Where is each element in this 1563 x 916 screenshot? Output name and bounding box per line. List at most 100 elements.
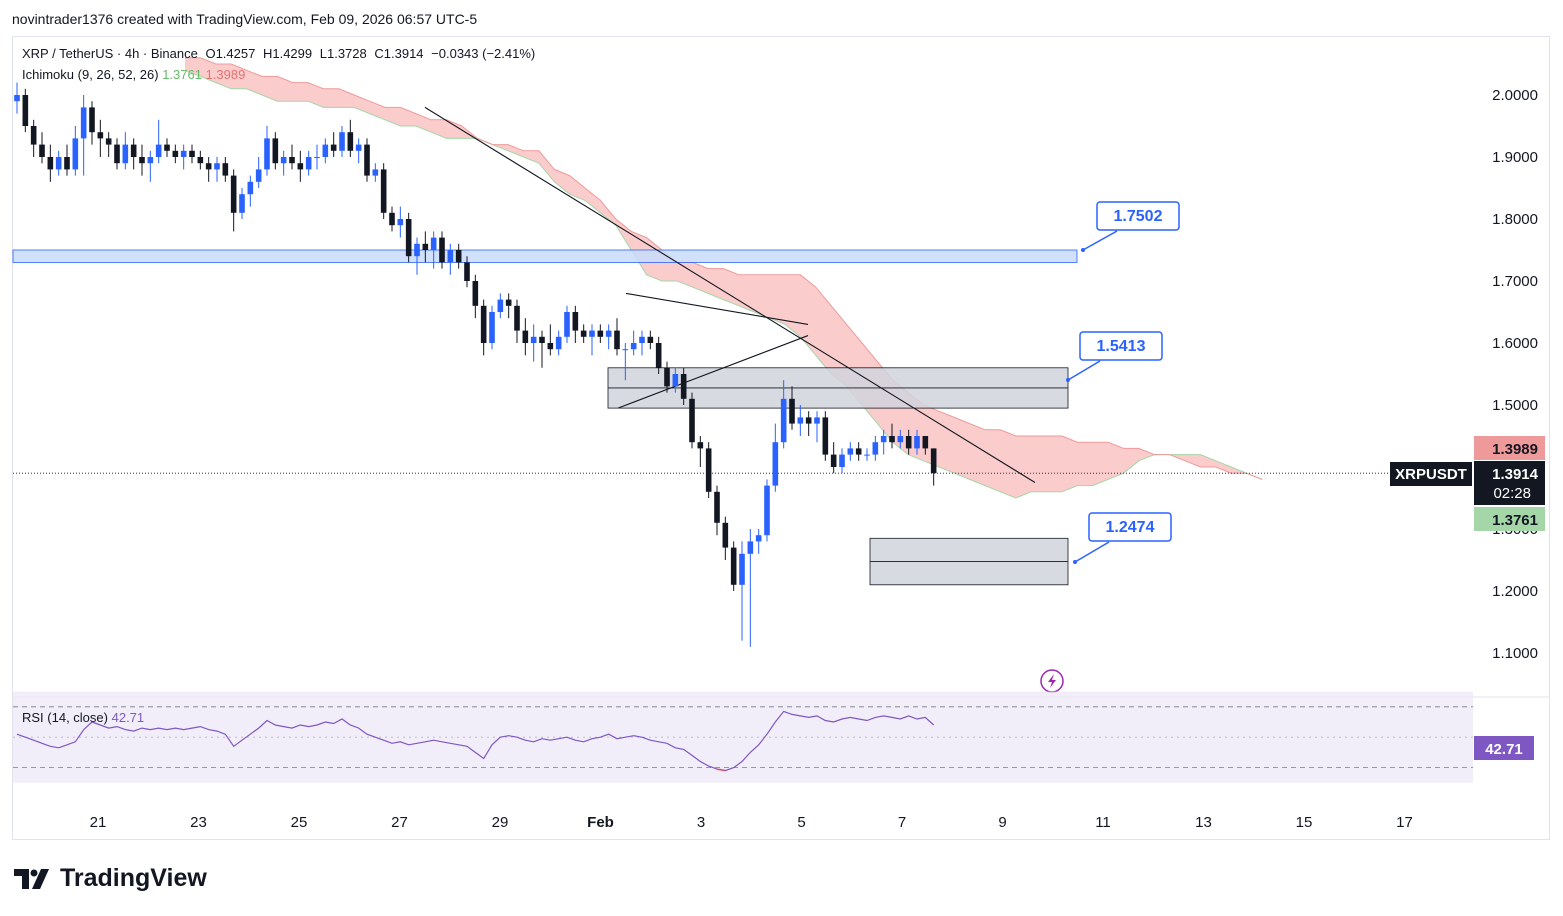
candle-body: [455, 250, 462, 263]
rsi-value-label: [1474, 736, 1534, 760]
ichimoku-span-a-line: [184, 69, 1263, 499]
candle-body: [739, 553, 745, 585]
countdown-text: 02:28: [1493, 485, 1531, 502]
candle-body: [539, 336, 545, 343]
y-tick-label: 1.2000: [1492, 583, 1538, 600]
callout-label: 1.2474: [1106, 519, 1155, 536]
trendlines: [13, 106, 1474, 483]
candle-body: [672, 374, 679, 387]
time-axis: 21 23 25 27 29 Feb 3 5 7 9 11 13 15 17: [90, 814, 1413, 831]
rsi-legend[interactable]: RSI (14, close) 42.71: [22, 710, 144, 725]
candle-body: [205, 163, 212, 170]
price-labels: 1.3989 XRPUSDT 1.3914 02:28 1.3761 42.71: [1390, 436, 1545, 760]
candle-body: [797, 417, 804, 424]
candle-body: [780, 398, 787, 443]
candle-body: [605, 330, 612, 337]
candle-body: [305, 157, 312, 170]
tradingview-logo-icon: [14, 868, 49, 889]
candle-body: [239, 194, 245, 213]
candle-body: [805, 417, 812, 424]
callout-box: [1088, 512, 1172, 542]
candle-body: [922, 436, 929, 449]
candle-body: [747, 541, 754, 554]
candle-body: [905, 436, 912, 449]
symbol-tag-text: XRPUSDT: [1395, 466, 1467, 483]
candle-body: [897, 436, 904, 443]
candle-body: [847, 448, 854, 455]
callout-dot: [1081, 248, 1085, 252]
candle-body: [447, 250, 454, 263]
callout-box: [1096, 201, 1180, 231]
candle-body: [147, 157, 154, 164]
symbol-legend[interactable]: XRP / TetherUS · 4h · Binance O1.4257 H1…: [22, 46, 539, 61]
close-value: C1.3914: [374, 46, 424, 61]
x-tick-label: 11: [1095, 814, 1111, 831]
candle-body: [22, 95, 29, 126]
candle-body: [697, 442, 704, 449]
candle-body: [655, 343, 662, 368]
y-tick-label: 1.9000: [1492, 149, 1538, 166]
ichimoku-span-b-line: [185, 57, 1263, 480]
y-tick-label: 1.5000: [1492, 397, 1538, 414]
candle-body: [47, 157, 54, 170]
ichimoku-label[interactable]: Ichimoku (9, 26, 52, 26): [22, 67, 159, 82]
candle-body: [289, 157, 295, 164]
candle-body: [114, 144, 120, 164]
symbol-tag: [1390, 462, 1472, 486]
candle-body: [872, 442, 879, 455]
lightning-icon-glyph: [1048, 674, 1056, 688]
current-price-label: [1474, 461, 1545, 505]
candle-body: [372, 169, 379, 176]
low-value: L1.3728: [319, 46, 367, 61]
callout-dot: [1073, 560, 1077, 564]
candle-body: [322, 144, 329, 157]
callout-pointer: [1082, 230, 1118, 251]
candle-body: [247, 181, 254, 195]
rsi-background: [13, 691, 1473, 783]
tradingview-logo[interactable]: TradingView: [14, 864, 207, 893]
candle-body: [72, 138, 79, 170]
ichimoku-cloud-fill: [185, 57, 1262, 499]
y-tick-label: 1.6000: [1492, 335, 1538, 352]
candle-body: [889, 436, 895, 443]
ichimoku-cloud: [184, 57, 1263, 499]
x-tick-label: 7: [898, 814, 906, 831]
trendline-triangle-bottom: [617, 335, 809, 409]
x-tick-label: 27: [391, 814, 408, 831]
candle-body: [839, 454, 845, 467]
candle-body: [555, 336, 562, 350]
change-value: −0.0343 (−2.41%): [431, 46, 536, 61]
rsi-pane: [12, 691, 1550, 783]
ichimoku-span-b-label: [1474, 436, 1545, 460]
candle-body: [255, 169, 262, 182]
candle-body: [139, 157, 145, 164]
candle-body: [830, 454, 837, 467]
y-tick-label: 1.8000: [1492, 211, 1538, 228]
rsi-value-label-text: 42.71: [1485, 741, 1523, 758]
rsi-label[interactable]: RSI (14, close): [22, 710, 108, 725]
candle-body: [855, 448, 862, 455]
x-tick-label: 5: [797, 814, 805, 831]
candle-body: [214, 163, 220, 170]
rsi-legend-value: 42.71: [111, 710, 145, 725]
candle-body: [664, 367, 670, 387]
candle-body: [705, 448, 712, 492]
callout-label: 1.7502: [1114, 208, 1163, 225]
candle-body: [122, 144, 129, 164]
candle-body: [630, 343, 637, 350]
x-tick-label: 17: [1396, 814, 1413, 831]
candle-body: [380, 169, 387, 213]
candle-body: [572, 312, 579, 331]
candle-body: [564, 312, 570, 337]
candle-body: [397, 219, 404, 226]
candle-body: [130, 144, 137, 157]
y-tick-label: 2.0000: [1492, 87, 1538, 104]
candle-body: [680, 374, 687, 399]
symbol-name[interactable]: XRP / TetherUS · 4h · Binance: [22, 46, 198, 61]
candle-body: [714, 491, 720, 523]
candle-body: [389, 212, 395, 226]
y-tick-label: 1.7000: [1492, 273, 1538, 290]
ichimoku-legend[interactable]: Ichimoku (9, 26, 52, 26) 1.3761 1.3989: [22, 67, 245, 82]
candle-body: [405, 219, 412, 257]
